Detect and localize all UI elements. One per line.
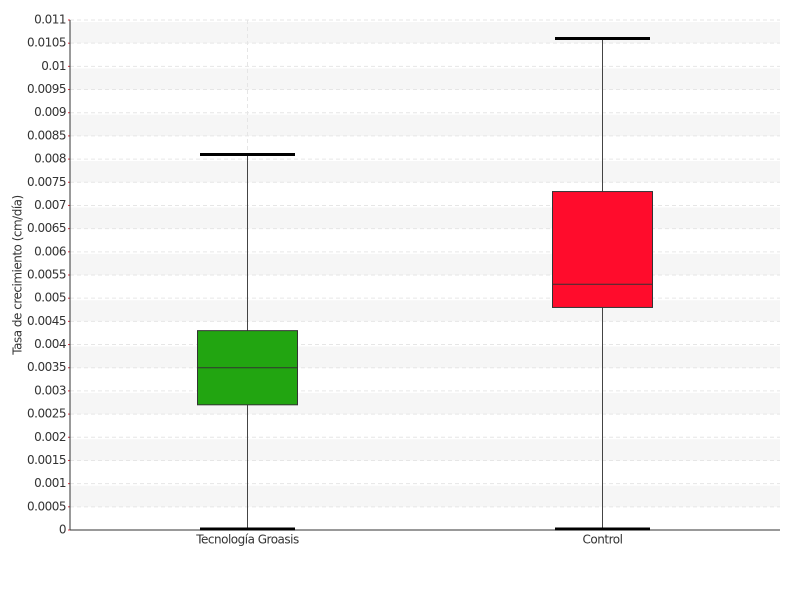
- y-tick-label: 0.0085: [27, 128, 66, 142]
- y-tick-label: 0.0095: [27, 82, 66, 96]
- y-tick-label: 0.008: [34, 152, 66, 166]
- grid-band: [70, 22, 780, 44]
- y-tick-label: 0.002: [34, 430, 66, 444]
- y-tick-label: 0.009: [34, 105, 66, 119]
- grid-band: [70, 207, 780, 229]
- x-tick-label: Control: [583, 533, 623, 547]
- y-tick-label: 0.0065: [27, 221, 66, 235]
- grid-band: [70, 485, 780, 507]
- y-tick-label: 0: [59, 523, 66, 537]
- y-tick-label: 0.0075: [27, 175, 66, 189]
- y-tick-label: 0.0025: [27, 407, 66, 421]
- grid-band: [70, 114, 780, 136]
- grid-band: [70, 68, 780, 90]
- x-tick-label: Tecnología Groasis: [195, 533, 299, 547]
- grid-band: [70, 253, 780, 275]
- grid-band: [70, 439, 780, 461]
- y-tick-label: 0.0045: [27, 314, 66, 328]
- y-tick-label: 0.007: [34, 198, 66, 212]
- y-tick-label: 0.001: [34, 476, 66, 490]
- y-tick-label: 0.0005: [27, 499, 66, 513]
- grid-band: [70, 346, 780, 368]
- y-tick-label: 0.01: [41, 59, 66, 73]
- grid-band: [70, 161, 780, 183]
- y-tick-label: 0.0105: [27, 36, 66, 50]
- y-tick-label: 0.0055: [27, 268, 66, 282]
- grid-band: [70, 392, 780, 415]
- y-tick-label: 0.003: [34, 383, 66, 397]
- y-tick-label: 0.005: [34, 291, 66, 305]
- grid-band: [70, 300, 780, 322]
- box: [552, 191, 653, 308]
- y-tick-label: 0.011: [34, 13, 66, 27]
- y-axis-label: Tasa de crecimiento (cm/día): [11, 195, 25, 355]
- y-tick-label: 0.0015: [27, 453, 66, 467]
- y-tick-label: 0.006: [34, 244, 66, 258]
- y-tick-label: 0.004: [34, 337, 66, 351]
- y-tick-label: 0.0035: [27, 360, 66, 374]
